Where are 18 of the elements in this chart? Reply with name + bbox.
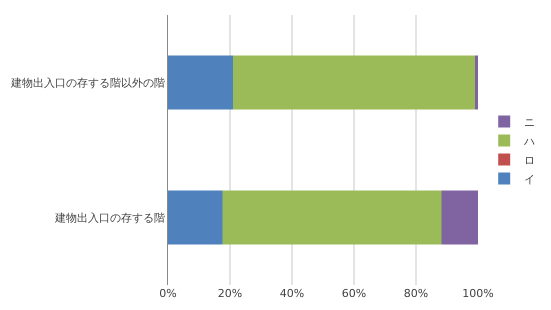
bar [233, 56, 475, 110]
x-tick-label: 80% [404, 287, 428, 300]
legend-label: ロ [524, 154, 536, 167]
legend-label: イ [524, 172, 536, 186]
bar [168, 56, 234, 110]
x-tick-label: 0% [159, 287, 177, 300]
bar [222, 190, 442, 244]
bar [442, 190, 478, 244]
legend-label: ニ [524, 116, 536, 129]
y-tick-label: 建物出入口の存する階 [54, 211, 165, 224]
x-tick-label: 40% [280, 287, 304, 300]
x-tick-label: 20% [218, 287, 242, 300]
legend-label: ハ [523, 134, 536, 148]
bar [168, 190, 222, 244]
y-tick-label: 建物出入口の存する階以外の階 [10, 76, 165, 90]
x-tick-label: 100% [462, 287, 494, 300]
bar [474, 56, 478, 110]
x-tick-label: 60% [342, 287, 366, 300]
